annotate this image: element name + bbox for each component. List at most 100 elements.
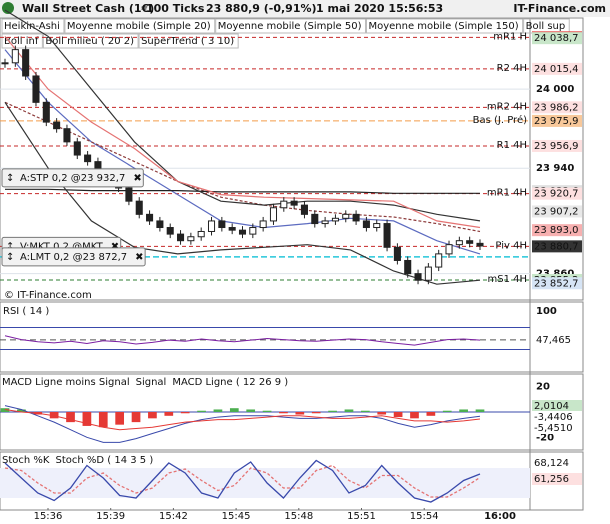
price-label: 23 986,2	[534, 102, 579, 113]
candle	[424, 266, 432, 281]
candle	[218, 220, 226, 229]
candle	[393, 246, 401, 261]
legend-item: Moyenne mobile (Simple 20)	[67, 21, 211, 32]
y-tick-label: 100	[536, 306, 557, 317]
overlay-line	[4, 9, 481, 222]
order-close[interactable]: ✖	[111, 241, 119, 252]
legend-item: SuperTrend ( 3 10)	[141, 36, 234, 47]
legend-item: Moyenne mobile (Simple 50)	[218, 21, 362, 32]
macd-bar	[360, 410, 370, 412]
macd-bar	[49, 412, 59, 419]
order-box	[1, 247, 146, 267]
macd-bar	[148, 412, 157, 419]
price-label: 24 015,4	[534, 64, 579, 75]
order-close[interactable]: ✖	[133, 173, 141, 184]
macd-bar	[246, 409, 256, 412]
order-arrows: ↕	[6, 173, 14, 184]
candle	[187, 236, 195, 242]
candle	[331, 217, 339, 222]
price-label-box	[532, 240, 582, 253]
macd-bar	[475, 409, 485, 412]
legend-box	[138, 33, 239, 49]
candle	[445, 244, 453, 255]
x-tick-label: 15:48	[284, 511, 313, 522]
stoch-label: 68,124	[534, 458, 569, 469]
macd-bar	[197, 410, 206, 412]
macd-label-box	[532, 411, 582, 423]
candle	[311, 213, 319, 225]
candle	[404, 259, 412, 275]
macd-bar	[66, 412, 75, 423]
candle	[455, 240, 463, 246]
candle	[259, 220, 267, 229]
macd-bar	[17, 409, 26, 412]
price-label: 24 038,7	[534, 33, 579, 44]
x-tick-label: 15:51	[347, 511, 376, 522]
candle	[197, 230, 205, 238]
candle	[435, 253, 443, 268]
candle	[11, 49, 19, 64]
price-label-box	[532, 101, 582, 114]
legend-item: Signal	[136, 377, 167, 388]
macd-label: -5,4510	[534, 423, 573, 434]
panel-title: RSI ( 14 )	[3, 306, 49, 317]
macd-bar	[426, 412, 436, 416]
legend-box	[42, 33, 139, 49]
candle	[42, 101, 50, 123]
price-label-box	[532, 62, 582, 75]
level-label: mR1 H	[493, 31, 527, 42]
title-bar	[0, 0, 610, 17]
price-label-box	[532, 32, 582, 45]
tick-setting: 100 Ticks	[146, 2, 205, 15]
level-label: mR1 4H	[487, 188, 527, 199]
macd-bar	[180, 412, 190, 414]
timestamp: 1 mai 2020 15:56:53	[316, 2, 443, 15]
price-label-box	[532, 114, 582, 127]
instrument: Wall Street Cash (1€)	[22, 2, 154, 15]
order-arrows: ↕	[6, 241, 14, 252]
candle	[373, 223, 381, 229]
candle	[32, 75, 40, 103]
candle	[300, 204, 308, 215]
price-label: 23 975,9	[534, 116, 579, 127]
x-tick-label: 15:39	[96, 511, 125, 522]
order-close[interactable]: ✖	[135, 252, 143, 263]
candle	[228, 227, 236, 231]
legend-box	[215, 18, 366, 34]
x-tick-label: 15:45	[222, 511, 251, 522]
candle	[238, 229, 247, 235]
order-label: A:STP 0,2 @23 932,7	[20, 173, 125, 184]
price-label-box	[532, 187, 582, 200]
candle	[383, 223, 391, 248]
level-label: Bas (J. Pré)	[473, 114, 527, 126]
legend-box	[1, 33, 43, 49]
macd-bar	[0, 408, 10, 412]
price-label: 23 893,0	[534, 225, 579, 236]
macd-bar	[164, 412, 174, 416]
level-label: R1 4H	[497, 140, 527, 151]
macd-line	[4, 405, 481, 443]
stoch-d	[4, 464, 481, 498]
copyright: © IT-Finance.com	[4, 290, 92, 301]
macd-label: 2,0104	[534, 401, 569, 412]
y-tick-label: 23 940	[536, 163, 574, 174]
level-label: R2 4H	[497, 63, 527, 74]
overlay-line	[5, 188, 480, 194]
price-label-box	[532, 277, 582, 290]
macd-bar	[377, 412, 387, 415]
last-price: 23 880,9 (-0,91%)	[206, 2, 317, 15]
macd-bar	[213, 409, 223, 412]
candle	[166, 227, 174, 235]
candle	[177, 233, 185, 242]
macd-bar	[262, 410, 272, 412]
candle	[1, 62, 9, 65]
legend-item: Boll milieu ( 20 2)	[45, 36, 134, 47]
x-tick-label: 15:54	[410, 511, 439, 522]
macd-signal	[4, 408, 481, 431]
candle	[146, 213, 154, 222]
candle	[22, 49, 30, 77]
candle	[342, 213, 350, 219]
macd-bar	[295, 412, 305, 415]
macd-label-box	[532, 422, 582, 434]
legend-box	[64, 18, 216, 34]
